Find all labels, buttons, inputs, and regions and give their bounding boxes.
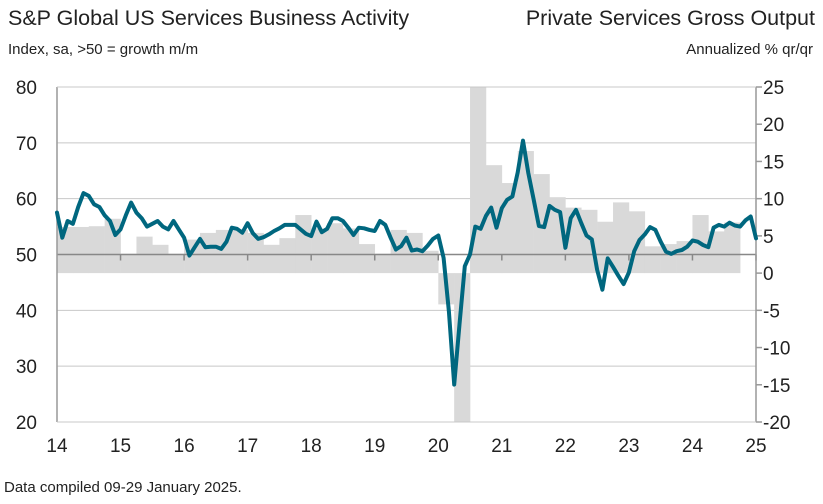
bar — [263, 244, 280, 274]
left-axis-tick-label: 50 — [16, 246, 37, 267]
bar — [454, 273, 471, 422]
right-axis-tick-label: 0 — [763, 264, 774, 285]
right-axis-subtitle: Annualized % qr/qr — [686, 41, 813, 58]
x-axis-tick-label: 24 — [682, 436, 704, 457]
bar — [533, 174, 550, 274]
x-axis-tick-label: 23 — [618, 436, 639, 457]
x-axis-tick-label: 21 — [491, 436, 512, 457]
right-axis-tick-label: 5 — [763, 227, 774, 248]
left-axis-subtitle: Index, sa, >50 = growth m/m — [8, 41, 199, 58]
left-axis-tick-label: 40 — [16, 301, 37, 322]
x-axis-tick-label: 19 — [364, 436, 385, 457]
chart-title-left: S&P Global US Services Business Activity — [8, 6, 410, 30]
bar — [327, 223, 344, 274]
x-axis-tick-label: 17 — [237, 436, 258, 457]
x-axis-tick-label: 15 — [110, 436, 131, 457]
bar — [501, 183, 519, 274]
bar — [708, 231, 725, 274]
x-axis-tick-label: 22 — [555, 436, 576, 457]
bar — [358, 244, 376, 274]
x-axis-tick-label: 14 — [46, 436, 68, 457]
bar — [279, 238, 296, 274]
left-axis-tick-label: 80 — [16, 78, 37, 99]
x-axis-tick-label: 18 — [301, 436, 322, 457]
left-axis-tick-label: 60 — [16, 190, 37, 211]
left-axis-tick-label: 70 — [16, 134, 37, 155]
right-axis-tick-label: -15 — [763, 376, 790, 397]
bar — [199, 232, 217, 274]
bar — [390, 229, 407, 274]
right-axis-tick-label: -5 — [763, 301, 780, 322]
x-axis-tick-label: 16 — [174, 436, 195, 457]
x-axis-tick-label: 20 — [428, 436, 449, 457]
bar — [295, 215, 312, 274]
right-axis-tick-label: -20 — [763, 413, 790, 434]
right-axis-tick-label: 25 — [763, 78, 784, 99]
chart-title-right: Private Services Gross Output — [525, 6, 815, 30]
bar — [231, 229, 248, 274]
bar — [422, 250, 439, 274]
bar — [152, 244, 169, 274]
bar — [342, 228, 360, 274]
bar — [72, 226, 90, 274]
right-axis-tick-label: 15 — [763, 152, 784, 173]
bar — [724, 222, 741, 274]
bar — [311, 228, 328, 274]
right-axis-tick-label: -10 — [763, 339, 790, 360]
footer-note: Data compiled 09-29 January 2025. — [4, 479, 242, 496]
bar — [613, 202, 630, 274]
left-axis-tick-label: 30 — [16, 357, 37, 378]
bar — [644, 246, 661, 274]
bar — [168, 253, 185, 274]
bar — [88, 226, 105, 274]
right-axis-tick-label: 10 — [763, 190, 784, 211]
bar — [120, 253, 137, 274]
left-axis-tick-label: 20 — [16, 413, 37, 434]
bar — [247, 232, 264, 274]
bar — [374, 253, 391, 274]
x-axis-tick-label: 25 — [745, 436, 766, 457]
right-axis-tick-label: 20 — [763, 115, 784, 136]
